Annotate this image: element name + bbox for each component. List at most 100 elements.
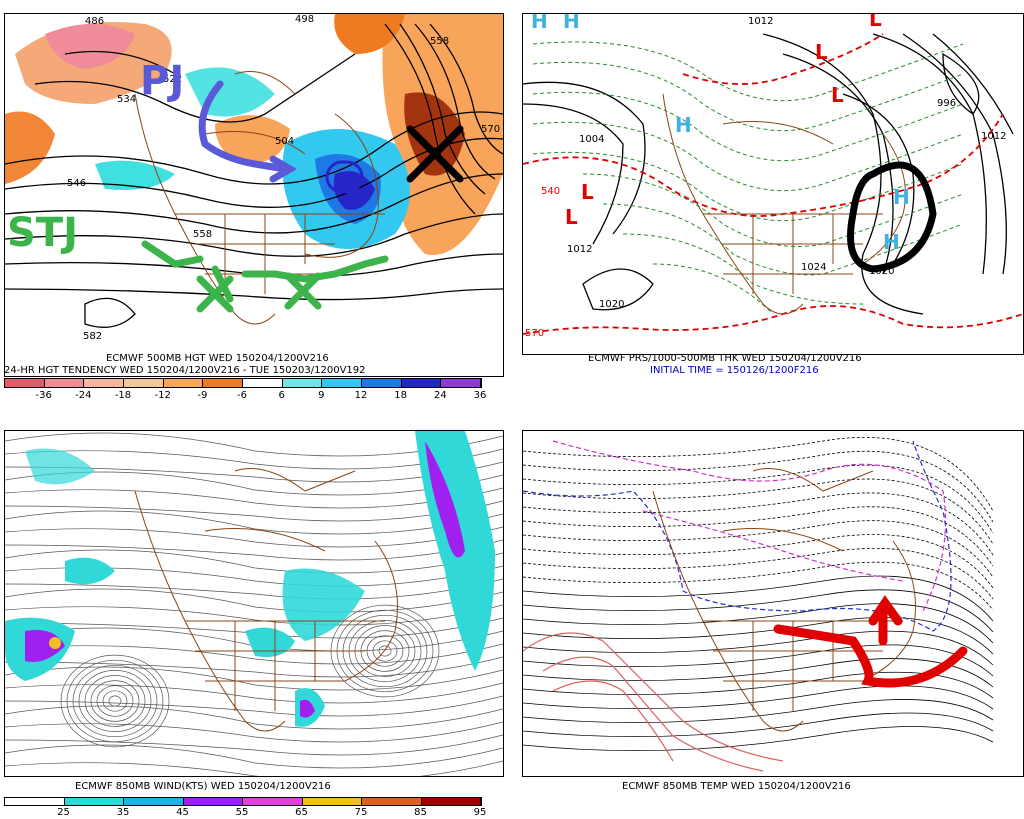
panel-850mb-wind: ECMWF 850MB WIND(KTS) WED 150204/1200V21…: [0, 420, 510, 819]
map-500mb-height: 486 498 504 522 534 546 558 570 582 558 …: [5, 14, 503, 342]
streamline: [5, 705, 503, 730]
isotherm: [523, 520, 994, 578]
circulation-contour: [72, 664, 158, 738]
colorbar-segment: [302, 798, 362, 805]
colorbar-label: 95: [473, 807, 487, 818]
low-marker: L: [565, 205, 578, 229]
panel-500mb-height: 486 498 504 522 534 546 558 570 582 558 …: [0, 0, 510, 410]
wind-speed-fills: [5, 431, 495, 727]
circulation-contour: [108, 695, 122, 707]
circulation-contour: [96, 685, 134, 717]
circulation-contour: [372, 640, 398, 662]
map-850mb-wind: [5, 431, 503, 776]
colorbar-label: 12: [354, 390, 368, 401]
circulation-contour: [366, 635, 404, 667]
colorbar-segment: [243, 379, 283, 387]
streamline: [5, 695, 503, 717]
pj-label: PJ: [140, 58, 184, 104]
isobar-label: 1020: [599, 299, 624, 310]
colorbar-segment: [421, 798, 481, 805]
isobar-label: 996: [937, 98, 956, 109]
streamline: [5, 588, 503, 613]
wind-speed-scale-labels: 25 35 45 55 65 75 85 95: [4, 807, 486, 819]
circulation-contour: [78, 670, 152, 732]
isotherm: [523, 685, 994, 710]
colorbar-segment: [44, 379, 85, 387]
streamline: [5, 510, 503, 535]
high-marker: H: [893, 185, 910, 209]
map-frame-500mb: 486 498 504 522 534 546 558 570 582 558 …: [4, 13, 504, 377]
map-frame-pressure: L L L L L H H H H H 1012 1004 1020 1024 …: [522, 13, 1024, 355]
circulation-contour: [84, 675, 146, 727]
isotherm: [523, 478, 994, 545]
frontal-boundary-annotation: [773, 595, 968, 688]
circulation-contour: [66, 659, 164, 743]
isotherm: [523, 506, 994, 567]
contour-label: 534: [117, 94, 136, 105]
colorbar-segment: [243, 798, 303, 805]
colorbar-segment: [401, 379, 442, 387]
streamline: [5, 539, 503, 561]
panel-pressure-thickness: L L L L L H H H H H 1012 1004 1020 1024 …: [520, 0, 1024, 410]
colorbar-segment: [5, 798, 65, 805]
height-tendency-scale-labels: -36 -24 -18 -12 -9 -6 6 9 12 18 24 36: [4, 390, 486, 402]
map-frame-wind: [4, 430, 504, 777]
stj-label: STJ: [7, 210, 78, 256]
thickness-labels: 540 570: [525, 186, 560, 339]
colorbar-label: 9: [318, 390, 325, 401]
colorbar-segment: [203, 379, 244, 387]
colorbar-label: 85: [414, 807, 427, 818]
high-marker: H: [563, 14, 580, 33]
cold-anomaly-pacific: [95, 160, 175, 190]
isotherm: [523, 712, 994, 738]
colorbar-label: 45: [176, 807, 189, 818]
contour-label: 582: [83, 331, 102, 342]
caption-500mb-1: ECMWF 500MB HGT WED 150204/1200V216: [106, 353, 329, 364]
caption-temp-1: ECMWF 850MB TEMP WED 150204/1200V216: [622, 781, 851, 792]
warm-isotherms: [523, 632, 784, 772]
map-frame-temp: [522, 430, 1024, 777]
wind-speed-colorbar: [4, 797, 482, 806]
colorbar-label: 6: [278, 390, 285, 401]
isotherm: [523, 450, 994, 523]
colorbar-label: -6: [237, 390, 247, 401]
thickness-red-lines: [523, 33, 1023, 335]
colorbar-label: 18: [394, 390, 408, 401]
height-tendency-colorbar: [4, 378, 482, 388]
pj-annotation: PJ: [140, 58, 297, 183]
colorbar-label: -12: [154, 390, 171, 401]
contour-labels: 486 498 504 522 534 546 558 570 582 558: [67, 14, 500, 342]
colorbar-segment: [441, 379, 482, 387]
contour-label: 498: [295, 14, 314, 25]
colorbar-label: 25: [57, 807, 70, 818]
streamline: [5, 682, 503, 704]
colorbar-segment: [5, 379, 45, 387]
low-marker: L: [831, 83, 844, 107]
streamline: [5, 744, 503, 769]
map-850mb-temp: [523, 437, 994, 772]
isotherm: [523, 644, 994, 677]
isobar-label: 1020: [869, 266, 894, 277]
streamline: [5, 604, 503, 626]
isotherm: [523, 547, 994, 600]
colorbar-segment: [282, 379, 323, 387]
stj-annotation: STJ: [7, 210, 389, 313]
isotherm: [523, 534, 994, 589]
caption-500mb-2: 24-HR HGT TENDENCY WED 150204/1200V216 -…: [4, 365, 366, 376]
warm-anomaly-north: [334, 14, 405, 54]
colorbar-segment: [124, 798, 184, 805]
colorbar-label: -9: [197, 390, 208, 401]
height-contours: [5, 23, 503, 328]
colorbar-label: 55: [235, 807, 249, 818]
isobar-label: 1012: [567, 244, 592, 255]
circulation-contour: [378, 645, 392, 657]
colorbar-label: -18: [114, 390, 132, 401]
warm-anomaly-nw-core: [45, 24, 135, 69]
isobar-label: 1012: [981, 131, 1006, 142]
contour-label: 522: [163, 74, 182, 85]
contour-label: 558: [430, 36, 449, 47]
colorbar-segment: [362, 798, 422, 805]
streamline: [5, 500, 503, 522]
thickness-lines: [532, 41, 964, 315]
isobar-label: 1012: [748, 16, 773, 27]
